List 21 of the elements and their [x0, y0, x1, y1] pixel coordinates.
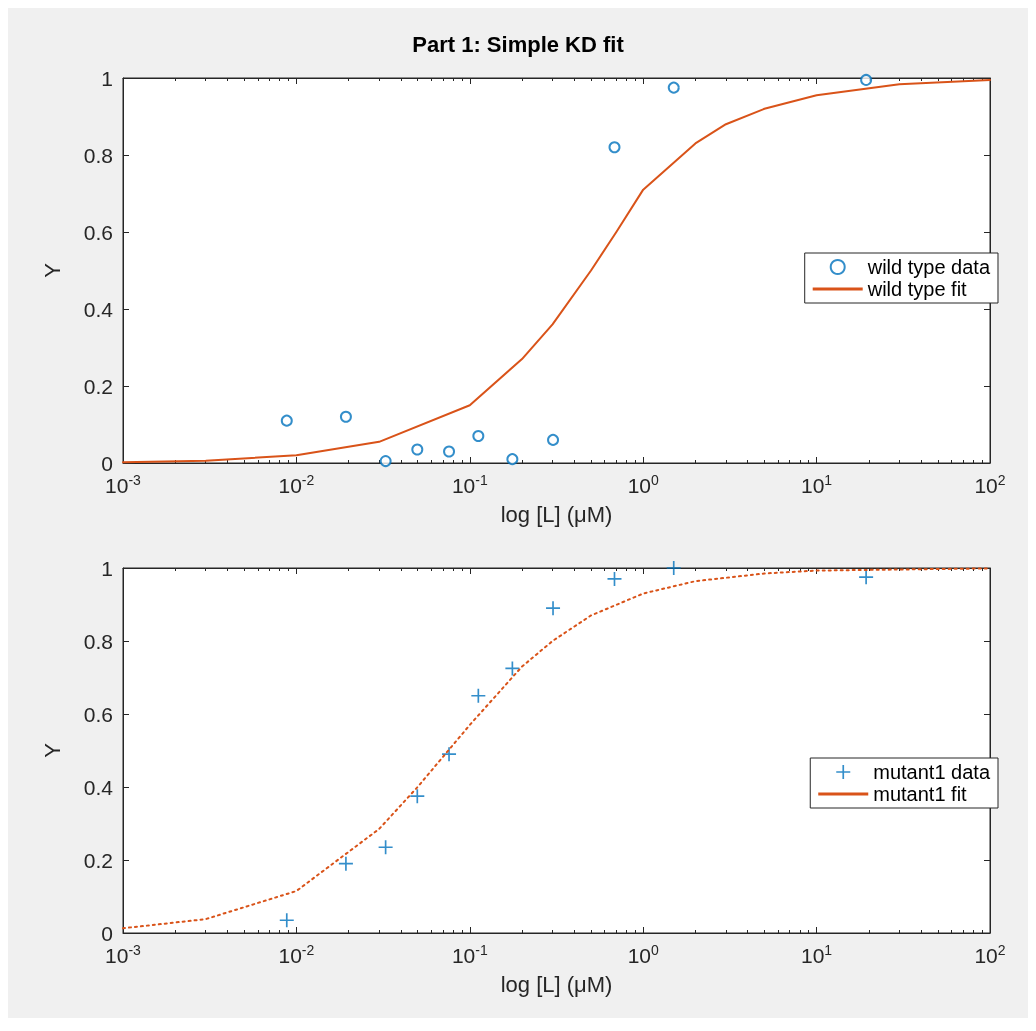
legend-label: wild type data: [866, 256, 991, 278]
legend-label: wild type fit: [866, 278, 968, 300]
y-tick-label: 0: [101, 451, 113, 475]
y-tick-label: 0.6: [83, 220, 113, 244]
y-tick-label: 1: [101, 556, 113, 580]
y-axis-title: Y: [39, 742, 65, 758]
y-tick-label: 0.2: [83, 848, 113, 872]
y-tick-label: 1: [101, 66, 113, 90]
chart-title: Part 1: Simple KD fit: [412, 31, 625, 57]
y-tick-label: 0.6: [83, 702, 113, 726]
y-tick-label: 0.2: [83, 374, 113, 398]
y-tick-label: 0: [101, 921, 113, 945]
y-tick-label: 0.4: [83, 297, 114, 321]
y-tick-label: 0.4: [83, 775, 114, 799]
legend-label: mutant1 data: [873, 761, 991, 783]
y-axis-title: Y: [39, 262, 65, 278]
y-tick-label: 0.8: [83, 143, 113, 167]
x-axis-title: log [L] (μM): [500, 971, 613, 997]
x-axis-title: log [L] (μM): [500, 501, 613, 527]
legend-label: mutant1 fit: [873, 783, 968, 805]
y-tick-label: 0.8: [83, 629, 113, 653]
